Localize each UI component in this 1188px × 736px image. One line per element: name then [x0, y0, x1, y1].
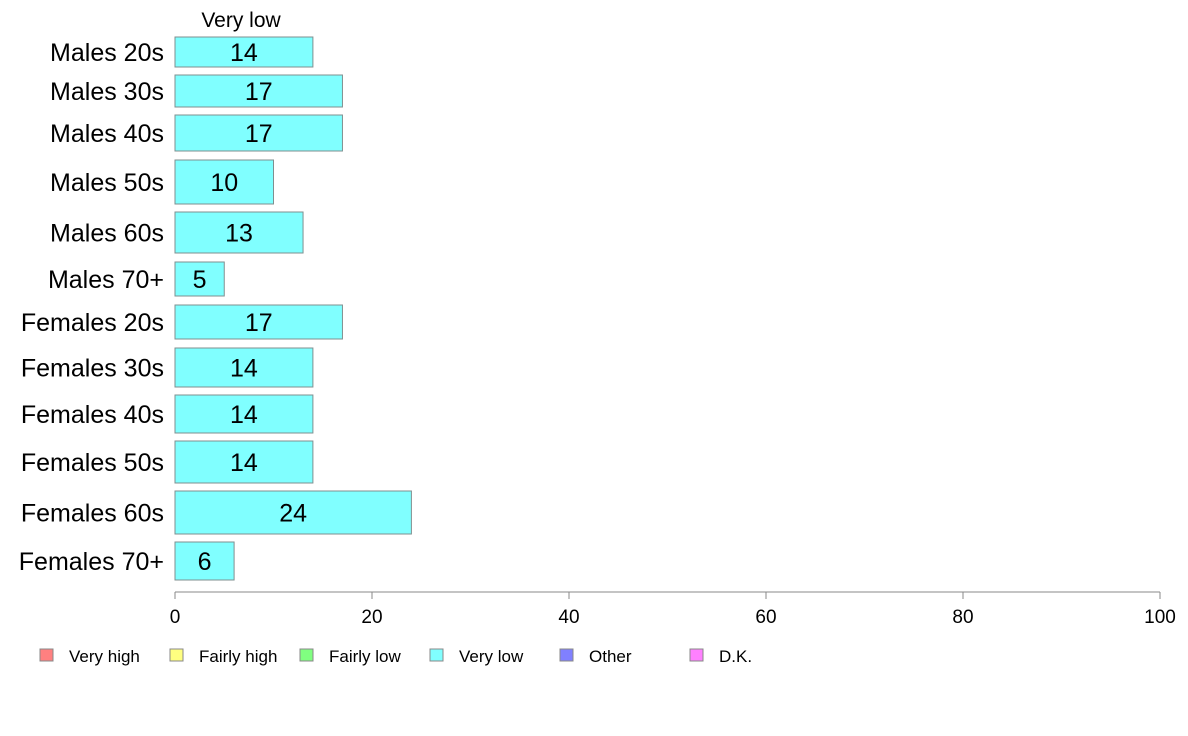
value-label: 14 — [230, 401, 258, 429]
legend-label: D.K. — [719, 647, 752, 666]
bar — [174, 114, 343, 152]
x-tick-label: 40 — [558, 607, 579, 628]
legend-swatch — [299, 648, 314, 662]
category-label: Males 50s — [50, 169, 164, 197]
bar — [174, 211, 304, 254]
x-tick-label: 80 — [952, 607, 973, 628]
category-label: Males 40s — [50, 120, 164, 148]
category-label: Males 70+ — [48, 266, 164, 294]
bar — [174, 74, 343, 108]
bar — [174, 490, 412, 535]
value-label: 24 — [279, 500, 307, 528]
legend-swatch — [689, 648, 704, 662]
legend-label: Very low — [459, 647, 524, 666]
category-label: Males 60s — [50, 220, 164, 248]
bar — [174, 36, 314, 68]
category-label: Females 50s — [21, 449, 164, 477]
bar — [174, 304, 343, 340]
series-header: Very low — [201, 9, 281, 32]
category-label: Females 30s — [21, 355, 164, 383]
category-label: Males 20s — [50, 39, 164, 67]
bars-group: Males 20s 14 Males 30s 17 Males 40s 17 Males 5… — [19, 36, 412, 581]
category-label: Females 40s — [21, 401, 164, 429]
legend-swatch — [39, 648, 54, 662]
value-label: 14 — [230, 39, 258, 67]
bar — [174, 347, 314, 388]
x-tick-label: 0 — [170, 607, 181, 628]
bar — [174, 394, 314, 434]
value-label: 13 — [225, 220, 253, 248]
legend-swatch — [169, 648, 184, 662]
value-label: 6 — [198, 548, 212, 576]
legend-label: Very high — [69, 647, 140, 666]
value-label: 14 — [230, 449, 258, 477]
bar — [174, 159, 274, 205]
legend-label: Fairly high — [199, 647, 277, 666]
x-tick-label: 100 — [1144, 607, 1176, 628]
value-label: 17 — [245, 120, 273, 148]
value-label: 10 — [210, 169, 238, 197]
legend-label: Fairly low — [329, 647, 402, 666]
category-label: Females 70+ — [19, 548, 164, 576]
legend-label: Other — [589, 647, 632, 666]
x-tick-label: 60 — [755, 607, 776, 628]
legend-swatch — [429, 648, 444, 662]
value-label: 17 — [245, 78, 273, 106]
category-label: Males 30s — [50, 78, 164, 106]
bar — [174, 541, 235, 581]
legend: Very high Fairly high Fairly low Very low Ot… — [39, 647, 752, 666]
legend-swatch — [559, 648, 574, 662]
x-axis: 0 20 40 60 80 100 — [170, 591, 1176, 628]
x-tick-label: 20 — [361, 607, 382, 628]
bar — [174, 440, 314, 484]
value-label: 17 — [245, 309, 273, 337]
value-label: 14 — [230, 355, 258, 383]
value-label: 5 — [193, 266, 207, 294]
bar — [174, 261, 225, 297]
category-label: Females 20s — [21, 309, 164, 337]
category-label: Females 60s — [21, 500, 164, 528]
